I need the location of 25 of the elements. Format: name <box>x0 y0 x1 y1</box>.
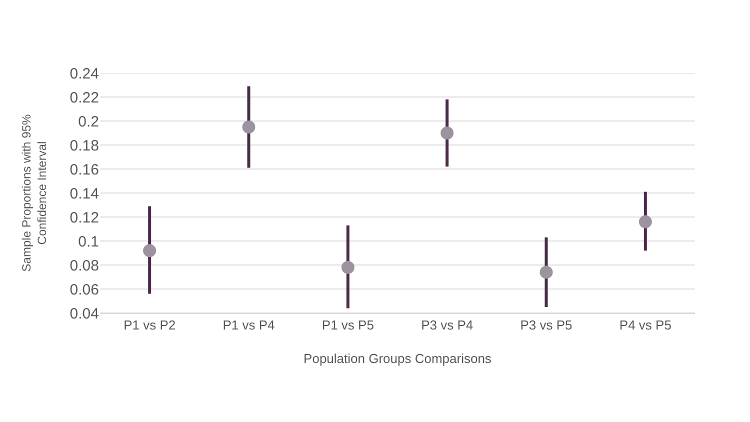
point <box>242 120 256 134</box>
x-tick-label: P3 vs P4 <box>421 318 474 333</box>
y-tick-label: 0.1 <box>78 233 99 250</box>
x-axis-title: Population Groups Comparisons <box>304 351 492 366</box>
point <box>638 215 652 228</box>
y-axis-title: Sample Proportions with 95% Confidence Interval <box>19 114 50 272</box>
y-tick-label: 0.16 <box>70 161 99 178</box>
point <box>143 244 156 258</box>
y-tick-label: 0.06 <box>70 281 99 298</box>
y-tick-label: 0.14 <box>70 185 99 202</box>
x-tick-label: P1 vs P4 <box>222 318 275 333</box>
point <box>540 266 553 279</box>
y-tick-label: 0.08 <box>70 257 99 274</box>
x-tick-label: P3 vs P5 <box>520 318 572 333</box>
x-tick-label: P1 vs P2 <box>124 318 176 333</box>
y-tick-label: 0.24 <box>70 65 99 82</box>
y-tick-label: 0.22 <box>70 89 99 106</box>
x-tick-label: P4 vs P5 <box>619 318 672 333</box>
y-tick-label: 0.18 <box>70 137 99 154</box>
point <box>341 260 354 274</box>
y-tick-label: 0.2 <box>78 113 99 130</box>
y-tick-label: 0.04 <box>70 305 99 322</box>
y-tick-label: 0.12 <box>70 209 99 226</box>
x-tick-label: P1 vs P5 <box>322 318 374 333</box>
point <box>440 126 454 140</box>
